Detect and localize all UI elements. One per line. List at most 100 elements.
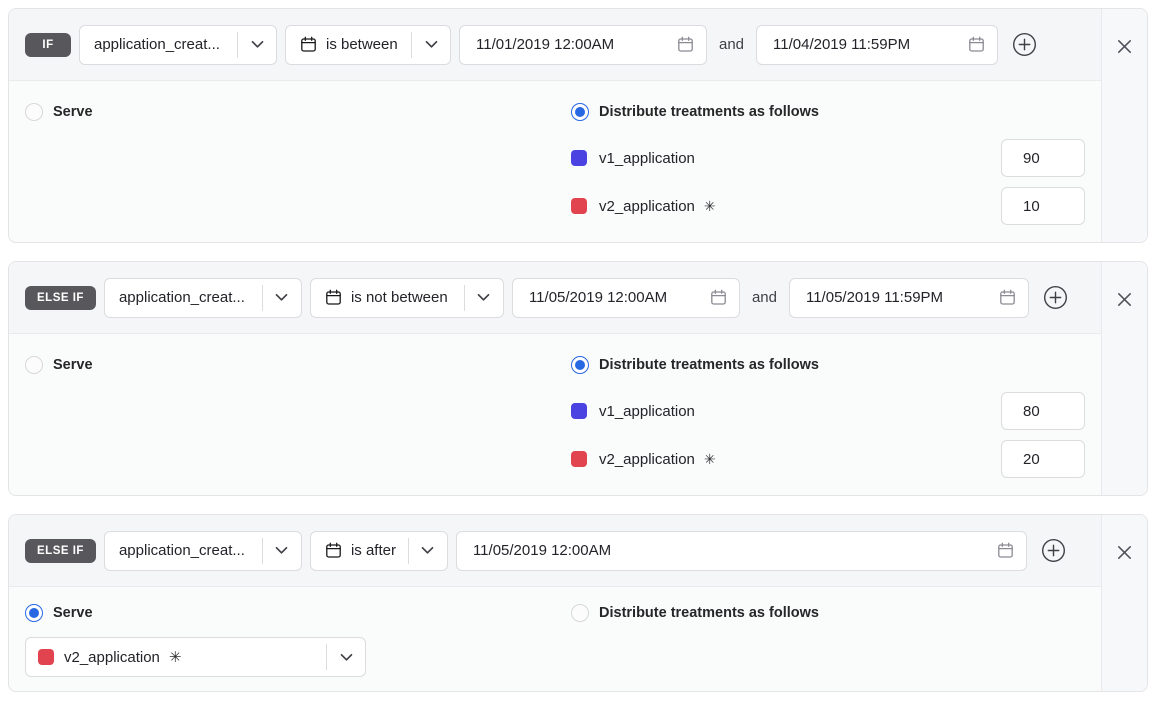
calendar-icon[interactable] xyxy=(710,289,727,306)
default-treatment-icon: ✳ xyxy=(703,450,716,467)
serve-mode-row: Serve Distribute treatments as follows xyxy=(25,356,1085,374)
treatment-row: v2_application ✳ xyxy=(571,440,1085,478)
date-from-input[interactable]: 11/05/2019 12:00AM xyxy=(455,530,1027,571)
serve-label: Serve xyxy=(53,605,93,621)
calendar-icon[interactable] xyxy=(997,542,1014,559)
serve-radio[interactable] xyxy=(25,604,43,622)
delete-rule-button[interactable] xyxy=(1113,288,1136,311)
treatment-distribution-list: v1_application v2_application ✳ xyxy=(571,139,1085,225)
date-to-value: 11/04/2019 11:59PM xyxy=(773,36,911,53)
date-from-input[interactable]: 11/01/2019 12:00AM xyxy=(459,24,707,65)
rule-card-main: ELSE IF application_creat... is after xyxy=(9,515,1101,691)
rule-serve-section: Serve Distribute treatments as follows v… xyxy=(9,81,1101,242)
rule-badge: ELSE IF xyxy=(25,538,96,563)
rule-condition-row: IF application_creat... is between xyxy=(9,9,1101,81)
operator-value: is after xyxy=(350,542,396,559)
rule-badge: ELSE IF xyxy=(25,285,96,310)
rule-serve-section: Serve Distribute treatments as follows v… xyxy=(9,587,1101,691)
calendar-icon xyxy=(325,289,342,306)
date-from-value: 11/05/2019 12:00AM xyxy=(472,542,612,559)
date-to-input[interactable]: 11/05/2019 11:59PM xyxy=(788,277,1029,318)
attribute-select[interactable]: application_creat... xyxy=(103,277,302,318)
serve-radio[interactable] xyxy=(25,103,43,121)
chevron-down-icon xyxy=(263,293,301,302)
add-condition-button[interactable] xyxy=(1010,30,1039,59)
distribute-radio[interactable] xyxy=(571,604,589,622)
rule-card-1: IF application_creat... is between xyxy=(8,8,1148,243)
divider xyxy=(261,537,263,564)
calendar-icon[interactable] xyxy=(968,36,985,53)
serve-option: Serve xyxy=(25,604,571,622)
treatment-row: v2_application ✳ xyxy=(571,187,1085,225)
rule-card-2: ELSE IF application_creat... is not betw… xyxy=(8,261,1148,496)
date-to-input[interactable]: 11/04/2019 11:59PM xyxy=(756,24,999,65)
distribute-label: Distribute treatments as follows xyxy=(599,605,819,621)
rule-close-column xyxy=(1101,9,1147,242)
operator-value: is not between xyxy=(350,289,448,306)
chevron-down-icon xyxy=(465,293,503,302)
treatment-percent-input[interactable] xyxy=(1001,440,1085,478)
distribute-radio[interactable] xyxy=(571,103,589,121)
treatment-percent-input[interactable] xyxy=(1001,139,1085,177)
attribute-value: application_creat... xyxy=(94,36,220,53)
treatment-color-chip xyxy=(571,403,587,419)
distribute-label: Distribute treatments as follows xyxy=(599,357,819,373)
rule-badge: IF xyxy=(25,32,71,57)
chevron-down-icon xyxy=(409,546,447,555)
operator-select[interactable]: is after xyxy=(309,530,448,571)
serve-option: Serve xyxy=(25,356,571,374)
operator-select[interactable]: is between xyxy=(285,24,451,65)
rule-close-column xyxy=(1101,515,1147,691)
and-label: and xyxy=(719,36,745,53)
treatment-percent-input[interactable] xyxy=(1001,187,1085,225)
attribute-select[interactable]: application_creat... xyxy=(79,24,277,65)
add-condition-button[interactable] xyxy=(1041,283,1070,312)
date-from-value: 11/01/2019 12:00AM xyxy=(476,36,615,53)
date-from-value: 11/05/2019 12:00AM xyxy=(528,289,668,306)
calendar-icon[interactable] xyxy=(999,289,1016,306)
attribute-value: application_creat... xyxy=(118,289,245,306)
serve-mode-row: Serve Distribute treatments as follows xyxy=(25,604,1085,622)
treatment-name: v2_application xyxy=(64,648,160,666)
divider xyxy=(463,284,465,311)
treatment-name: v2_application xyxy=(599,197,695,215)
treatment-color-chip xyxy=(571,451,587,467)
divider xyxy=(326,644,327,670)
treatment-name: v1_application xyxy=(599,149,695,167)
distribute-option: Distribute treatments as follows xyxy=(571,604,1085,622)
distribute-radio[interactable] xyxy=(571,356,589,374)
distribute-label: Distribute treatments as follows xyxy=(599,104,819,120)
delete-rule-button[interactable] xyxy=(1113,541,1136,564)
serve-treatment-select[interactable]: v2_application ✳ xyxy=(25,637,366,677)
chevron-down-icon xyxy=(412,40,450,49)
treatment-row: v1_application xyxy=(571,392,1085,430)
treatment-color-chip xyxy=(571,150,587,166)
operator-select[interactable]: is not between xyxy=(309,277,504,318)
chevron-down-icon xyxy=(327,653,365,662)
serve-label: Serve xyxy=(53,104,93,120)
rule-card-main: IF application_creat... is between xyxy=(9,9,1101,242)
divider xyxy=(411,31,412,58)
divider xyxy=(261,284,263,311)
rule-condition-row: ELSE IF application_creat... is not betw… xyxy=(9,262,1101,334)
rule-card-main: ELSE IF application_creat... is not betw… xyxy=(9,262,1101,495)
date-from-input[interactable]: 11/05/2019 12:00AM xyxy=(511,277,740,318)
calendar-icon xyxy=(325,542,342,559)
calendar-icon xyxy=(300,36,317,53)
rule-card-3: ELSE IF application_creat... is after xyxy=(8,514,1148,692)
chevron-down-icon xyxy=(263,546,301,555)
attribute-select[interactable]: application_creat... xyxy=(103,530,302,571)
serve-radio[interactable] xyxy=(25,356,43,374)
treatment-distribution-list: v1_application v2_application ✳ xyxy=(571,392,1085,478)
treatment-row: v1_application xyxy=(571,139,1085,177)
treatment-name: v1_application xyxy=(599,402,695,420)
divider xyxy=(407,537,409,564)
rule-serve-section: Serve Distribute treatments as follows v… xyxy=(9,334,1101,495)
treatment-percent-input[interactable] xyxy=(1001,392,1085,430)
calendar-icon[interactable] xyxy=(677,36,694,53)
date-to-value: 11/05/2019 11:59PM xyxy=(805,289,944,306)
add-condition-button[interactable] xyxy=(1039,536,1068,565)
divider xyxy=(237,31,238,58)
attribute-value: application_creat... xyxy=(118,542,245,559)
delete-rule-button[interactable] xyxy=(1113,35,1136,58)
